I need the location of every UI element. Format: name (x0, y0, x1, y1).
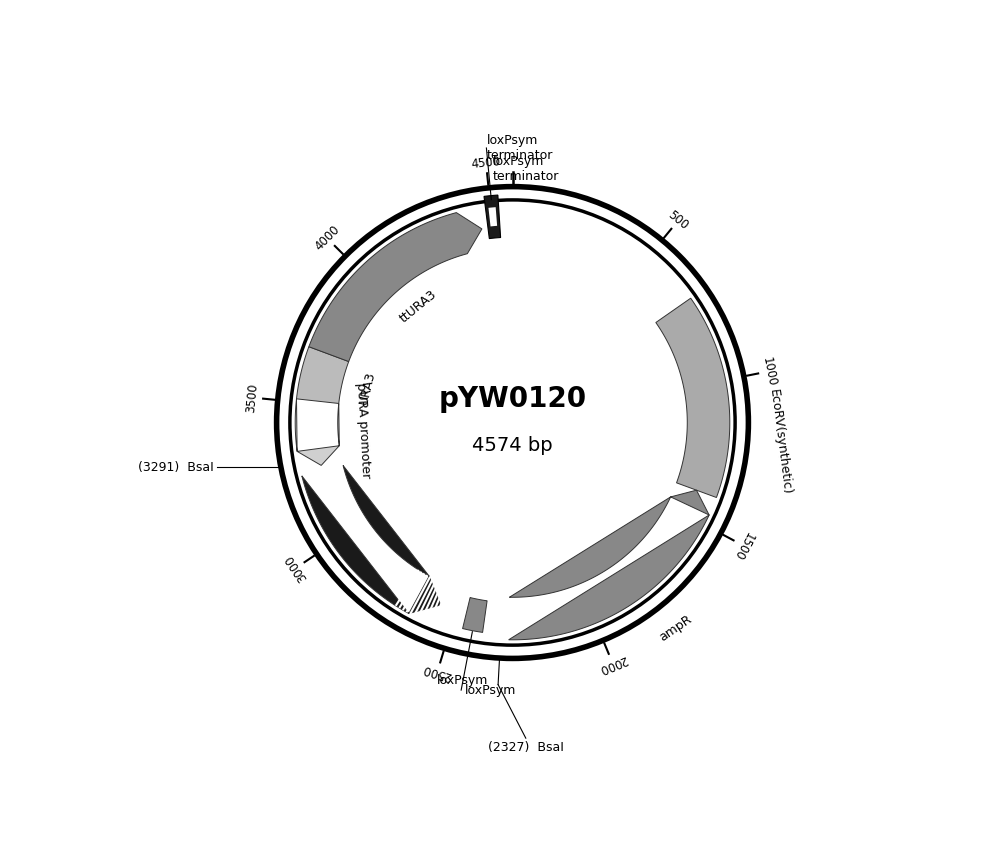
Text: 3000: 3000 (282, 552, 309, 584)
Text: (2327)  BsaI: (2327) BsaI (488, 741, 564, 754)
Text: loxPsym
terminator: loxPsym terminator (486, 134, 553, 162)
Text: 2000: 2000 (597, 652, 629, 676)
Text: 3500: 3500 (245, 382, 260, 413)
Polygon shape (484, 195, 501, 238)
Polygon shape (295, 399, 339, 465)
Text: 4574 bp: 4574 bp (472, 437, 553, 456)
Text: mRFP1: mRFP1 (348, 524, 395, 574)
Text: 1500: 1500 (730, 529, 756, 562)
Polygon shape (656, 299, 730, 497)
Text: (3291)  BsaI: (3291) BsaI (138, 461, 213, 474)
Text: loxPsym: loxPsym (464, 683, 516, 696)
Polygon shape (296, 347, 349, 404)
Text: ttURA3: ttURA3 (397, 288, 439, 325)
Text: EcoRV(synthetic): EcoRV(synthetic) (766, 388, 793, 495)
Polygon shape (463, 597, 487, 633)
Text: loxPsym: loxPsym (437, 674, 489, 687)
Text: 4500: 4500 (471, 154, 501, 171)
Text: pYW0120: pYW0120 (438, 385, 587, 413)
Polygon shape (488, 207, 497, 226)
Text: pURA promoter: pURA promoter (354, 382, 372, 479)
Text: ampR: ampR (657, 613, 695, 645)
Polygon shape (309, 212, 482, 362)
Polygon shape (509, 490, 709, 639)
Text: loxPsym
terminator: loxPsym terminator (493, 154, 559, 183)
Text: 4000: 4000 (312, 224, 342, 254)
Text: URA3: URA3 (357, 370, 377, 406)
Polygon shape (302, 465, 441, 614)
Text: 2500: 2500 (421, 662, 453, 683)
Text: 1000: 1000 (759, 356, 778, 387)
Text: 500: 500 (665, 209, 691, 233)
